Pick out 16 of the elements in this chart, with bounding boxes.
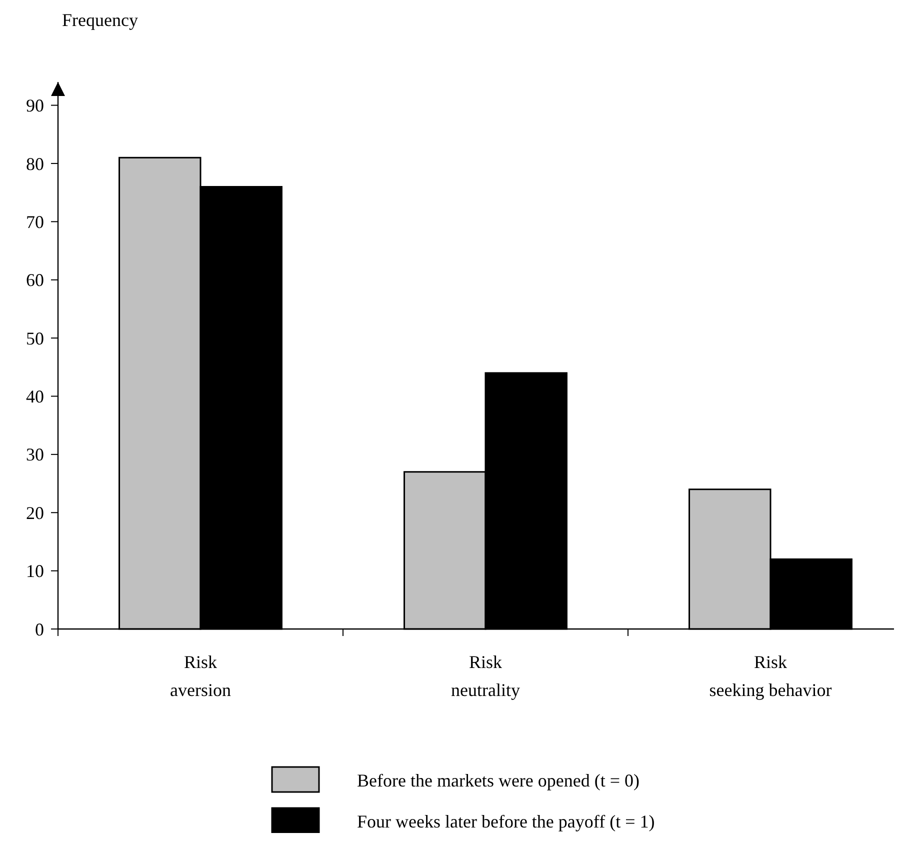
y-tick-label: 10 [26, 561, 44, 582]
y-tick-label: 60 [26, 270, 44, 290]
x-tick-label: Risk aversion [170, 652, 231, 700]
y-tick-label: 80 [26, 154, 44, 174]
y-tick-label: 90 [26, 96, 44, 116]
x-tick-label: Risk neutrality [451, 652, 520, 700]
y-tick-label: 20 [26, 502, 44, 523]
y-tick-label: 30 [26, 444, 44, 465]
legend-label: Before the markets were opened (t = 0) [357, 770, 640, 790]
y-tick-label: 0 [35, 619, 44, 640]
legend-label: Four weeks later before the payoff (t = 1) [357, 811, 655, 832]
y-tick-label: 50 [26, 328, 44, 348]
y-tick-label: 40 [26, 386, 44, 407]
x-tick-label: Risk seeking behavior [709, 652, 832, 700]
y-tick-label: 70 [26, 212, 44, 232]
y-axis-title: Frequency [62, 10, 138, 30]
